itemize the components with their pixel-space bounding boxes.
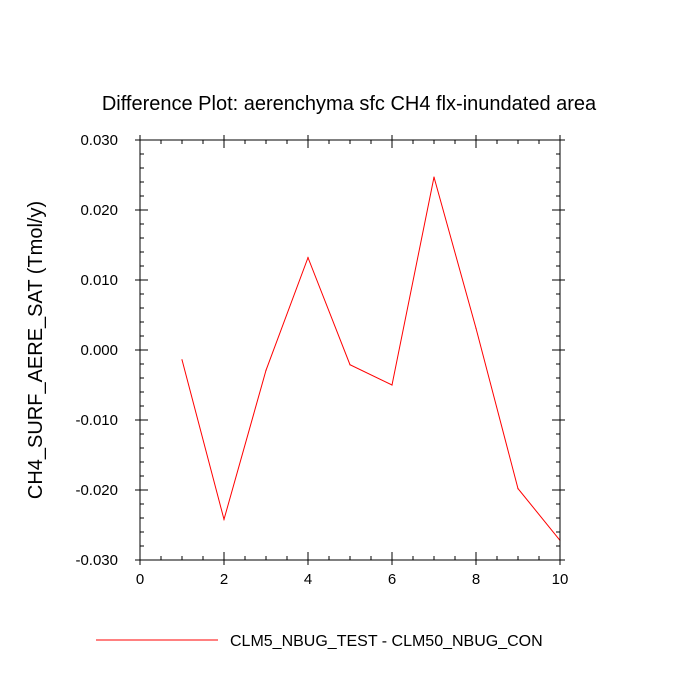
data-point — [349, 364, 351, 366]
data-point — [391, 384, 393, 386]
y-tick-label: 0.010 — [80, 272, 118, 289]
x-tick-label: 6 — [388, 571, 396, 588]
y-tick-label: -0.010 — [75, 412, 118, 429]
x-tick-label: 10 — [552, 571, 569, 588]
y-tick-label: 0.030 — [80, 132, 118, 149]
y-tick-label: -0.030 — [75, 552, 118, 569]
legend: CLM5_NBUG_TEST - CLM50_NBUG_CON — [96, 633, 543, 650]
legend-label: CLM5_NBUG_TEST - CLM50_NBUG_CON — [230, 633, 543, 650]
major-ticks — [135, 135, 565, 565]
minor-ticks — [139, 139, 561, 561]
data-point — [433, 176, 435, 178]
y-tick-label: -0.020 — [75, 482, 118, 499]
x-tick-label: 2 — [220, 571, 228, 588]
data-point — [517, 488, 519, 490]
x-tick-label: 8 — [472, 571, 480, 588]
plot-frame — [139, 139, 561, 561]
y-tick-label: 0.020 — [80, 202, 118, 219]
data-point — [265, 369, 267, 371]
series-line — [181, 176, 561, 541]
x-tick-label: 0 — [136, 571, 144, 588]
tick-labels: 0 2 4 6 8 10 -0.030 -0.020 -0.010 0.000 0.010 0.020… — [75, 132, 568, 588]
y-tick-label: 0.000 — [80, 342, 118, 359]
y-axis-label: CH4_SURF_AERE_SAT (Tmol/y) — [25, 201, 47, 499]
chart-title: Difference Plot: aerenchyma sfc CH4 flx-… — [102, 93, 597, 115]
series-layer — [181, 176, 561, 542]
x-tick-label: 4 — [304, 571, 312, 588]
data-point — [181, 359, 183, 361]
data-point — [475, 327, 477, 329]
data-point — [223, 518, 225, 521]
data-point — [307, 257, 309, 259]
